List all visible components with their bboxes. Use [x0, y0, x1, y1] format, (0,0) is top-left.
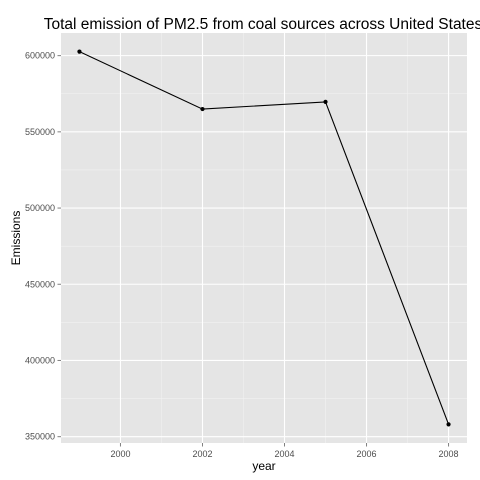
- x-axis-ticks: 2000 2002 2004 2006 2008: [110, 443, 459, 459]
- major-gridlines: [61, 33, 467, 443]
- data-point: [200, 106, 205, 112]
- data-point: [77, 49, 82, 54]
- y-axis-title: Emissions: [9, 211, 23, 266]
- y-tick-label: 500000: [25, 203, 55, 213]
- y-tick-label: 450000: [25, 279, 55, 289]
- data-point: [323, 99, 328, 104]
- y-tick-label: 550000: [25, 127, 55, 137]
- x-tick-label: 2002: [192, 449, 212, 459]
- chart-title: Total emission of PM2.5 from coal source…: [44, 16, 480, 33]
- y-tick-label: 350000: [25, 432, 55, 442]
- data-point: [446, 422, 451, 427]
- plot-panel: [61, 33, 467, 443]
- y-axis-ticks: 350000 400000 450000 500000 550000 600000: [25, 51, 61, 442]
- x-tick-label: 2006: [357, 449, 377, 459]
- y-tick-label: 600000: [25, 51, 55, 61]
- x-tick-label: 2004: [274, 449, 294, 459]
- emissions-series: [77, 49, 451, 427]
- x-axis-title: year: [252, 459, 275, 473]
- x-tick-label: 2000: [110, 449, 130, 459]
- series-line: [79, 51, 450, 425]
- y-tick-label: 400000: [25, 355, 55, 365]
- x-tick-label: 2008: [439, 449, 459, 459]
